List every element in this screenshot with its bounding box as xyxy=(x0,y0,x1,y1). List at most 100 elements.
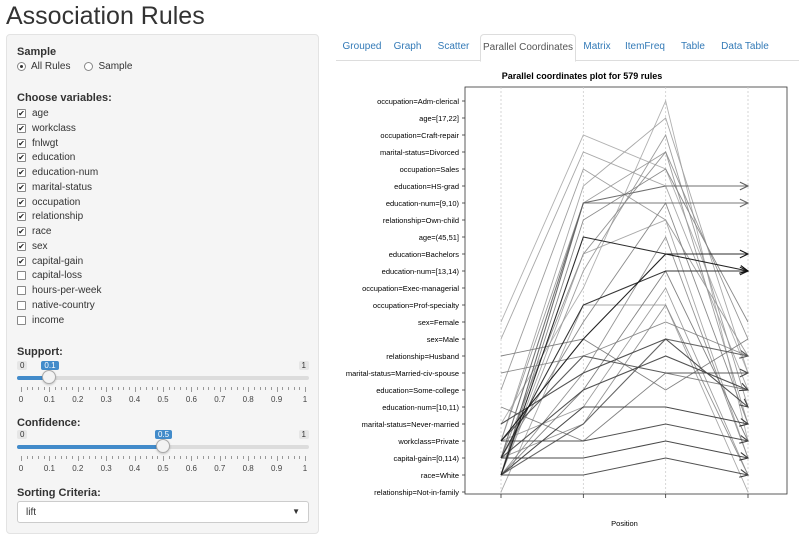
checkbox-education-num[interactable]: ✔ xyxy=(17,168,26,177)
tab-grouped[interactable]: Grouped xyxy=(342,41,382,52)
slider-tick-label: 0.6 xyxy=(185,395,197,404)
checkbox-capital-gain[interactable]: ✔ xyxy=(17,256,26,266)
support-value: 0.1 xyxy=(41,361,59,370)
checkbox-marital-status[interactable]: ✔ xyxy=(17,182,26,192)
slider-minor-tick xyxy=(83,387,85,390)
slider-minor-tick xyxy=(94,456,96,459)
tab-matrix[interactable]: Matrix xyxy=(583,41,611,52)
y-tick-label: occupation=Adm-clerical xyxy=(377,97,459,106)
slider-minor-tick xyxy=(202,387,204,390)
slider-minor-tick xyxy=(293,456,295,459)
slider-tick xyxy=(106,456,108,461)
rule-line xyxy=(500,117,749,442)
checkbox-row-hours-per-week[interactable]: hours-per-week xyxy=(17,285,101,296)
checkbox-native-country[interactable] xyxy=(17,300,26,310)
checkbox-sex[interactable]: ✔ xyxy=(17,241,26,251)
rule-line xyxy=(500,270,748,459)
radio-all-rules-circle[interactable] xyxy=(17,62,26,71)
slider-minor-tick xyxy=(117,456,119,459)
checkbox-row-occupation[interactable]: ✔ occupation xyxy=(17,197,80,208)
checkbox-fnlwgt[interactable]: ✔ xyxy=(17,138,26,148)
slider-tick xyxy=(21,387,22,392)
slider-minor-tick xyxy=(180,387,182,390)
checkbox-label: age xyxy=(32,108,49,119)
slider-minor-tick xyxy=(26,387,28,390)
slider-tick-label: 0 xyxy=(18,395,24,404)
slider-minor-tick xyxy=(253,456,255,459)
checkbox-row-sex[interactable]: ✔ sex xyxy=(17,241,48,252)
tab-graph[interactable]: Graph xyxy=(393,41,422,52)
y-tick-label: occupation=Exec-managerial xyxy=(362,284,459,293)
chart-title: Parallel coordinates plot for 579 rules xyxy=(502,71,663,81)
slider-tick-label: 0.1 xyxy=(43,395,55,404)
checkbox-age[interactable]: ✔ xyxy=(17,109,26,118)
checkbox-row-relationship[interactable]: ✔ relationship xyxy=(17,211,83,222)
slider-minor-tick xyxy=(145,456,147,459)
checkbox-relationship[interactable]: ✔ xyxy=(17,212,26,222)
radio-sample-circle[interactable] xyxy=(84,62,94,71)
slider-minor-tick xyxy=(151,456,153,459)
checkbox-row-education[interactable]: ✔ education xyxy=(17,152,75,163)
sample-radio-group: All Rules Sample xyxy=(17,61,146,72)
checkbox-hours-per-week[interactable] xyxy=(17,286,26,295)
y-tick-label: relationship=Not-in-family xyxy=(374,488,459,497)
slider-minor-tick xyxy=(174,456,176,459)
checkbox-row-age[interactable]: ✔ age xyxy=(17,108,49,119)
checkbox-capital-loss[interactable] xyxy=(17,271,26,281)
slider-minor-tick xyxy=(38,387,40,390)
slider-minor-tick xyxy=(180,456,182,459)
rule-arrowhead xyxy=(739,398,749,408)
checkbox-row-workclass[interactable]: ✔ workclass xyxy=(17,123,76,134)
rule-arrowhead xyxy=(739,435,750,444)
support-handle[interactable] xyxy=(42,370,57,384)
y-tick-label: age=[17,22] xyxy=(419,114,459,123)
checkbox-row-education-num[interactable]: ✔ education-num xyxy=(17,167,98,178)
slider-minor-tick xyxy=(185,456,187,459)
checkbox-row-income[interactable]: income xyxy=(17,315,64,326)
checkbox-label: income xyxy=(32,314,65,326)
checkbox-row-native-country[interactable]: native-country xyxy=(17,300,95,311)
checkbox-workclass[interactable]: ✔ xyxy=(17,123,26,133)
slider-minor-tick xyxy=(282,387,284,390)
slider-minor-tick xyxy=(117,387,119,390)
slider-tick-label: 0.4 xyxy=(129,395,141,404)
slider-minor-tick xyxy=(55,387,57,390)
rule-arrowhead xyxy=(739,198,750,208)
y-tick-label: race=White xyxy=(421,471,459,480)
rule-line xyxy=(500,338,749,476)
slider-tick-label: 0.9 xyxy=(271,395,283,404)
checkbox-row-capital-gain[interactable]: ✔ capital-gain xyxy=(17,256,83,267)
slider-tick xyxy=(163,387,164,392)
tab-scatter[interactable]: Scatter xyxy=(437,41,470,52)
tab-data-table[interactable]: Data Table xyxy=(721,41,769,52)
slider-minor-tick xyxy=(140,456,142,459)
slider-minor-tick xyxy=(100,456,102,459)
y-tick-label: sex=Male xyxy=(427,335,459,344)
rule-arrowhead xyxy=(739,350,750,359)
checkbox-race[interactable]: ✔ xyxy=(17,227,26,236)
radio-all-rules[interactable]: All Rules xyxy=(17,61,70,72)
sorting-select[interactable]: lift ▼ xyxy=(17,501,309,523)
tab-table[interactable]: Table xyxy=(681,41,705,52)
support-track[interactable] xyxy=(17,376,309,380)
tab-itemfreq[interactable]: ItemFreq xyxy=(624,41,665,52)
radio-sample[interactable]: Sample xyxy=(84,61,132,72)
slider-minor-tick xyxy=(43,456,45,459)
checkbox-occupation[interactable]: ✔ xyxy=(17,197,26,207)
confidence-handle[interactable] xyxy=(156,439,170,453)
checkbox-row-fnlwgt[interactable]: ✔ fnlwgt xyxy=(17,138,58,149)
checkbox-row-capital-loss[interactable]: capital-loss xyxy=(17,270,82,281)
checkbox-row-race[interactable]: ✔ race xyxy=(17,226,51,237)
slider-minor-tick xyxy=(202,456,204,459)
slider-tick-label: 0.2 xyxy=(72,464,84,473)
rule-arrowhead xyxy=(739,418,750,427)
y-tick-label: relationship=Own-child xyxy=(383,216,459,225)
slider-tick-label: 0.3 xyxy=(100,395,112,404)
checkbox-income[interactable] xyxy=(17,315,26,325)
checkbox-education[interactable]: ✔ xyxy=(17,153,26,163)
slider-tick-label: 0.7 xyxy=(214,464,226,473)
choose-variables-label: Choose variables: xyxy=(17,92,112,104)
checkbox-row-marital-status[interactable]: ✔ marital-status xyxy=(17,182,92,193)
y-tick-label: education-num=[13,14) xyxy=(382,267,460,276)
tab-parallel-coordinates[interactable]: Parallel Coordinates xyxy=(480,34,576,62)
